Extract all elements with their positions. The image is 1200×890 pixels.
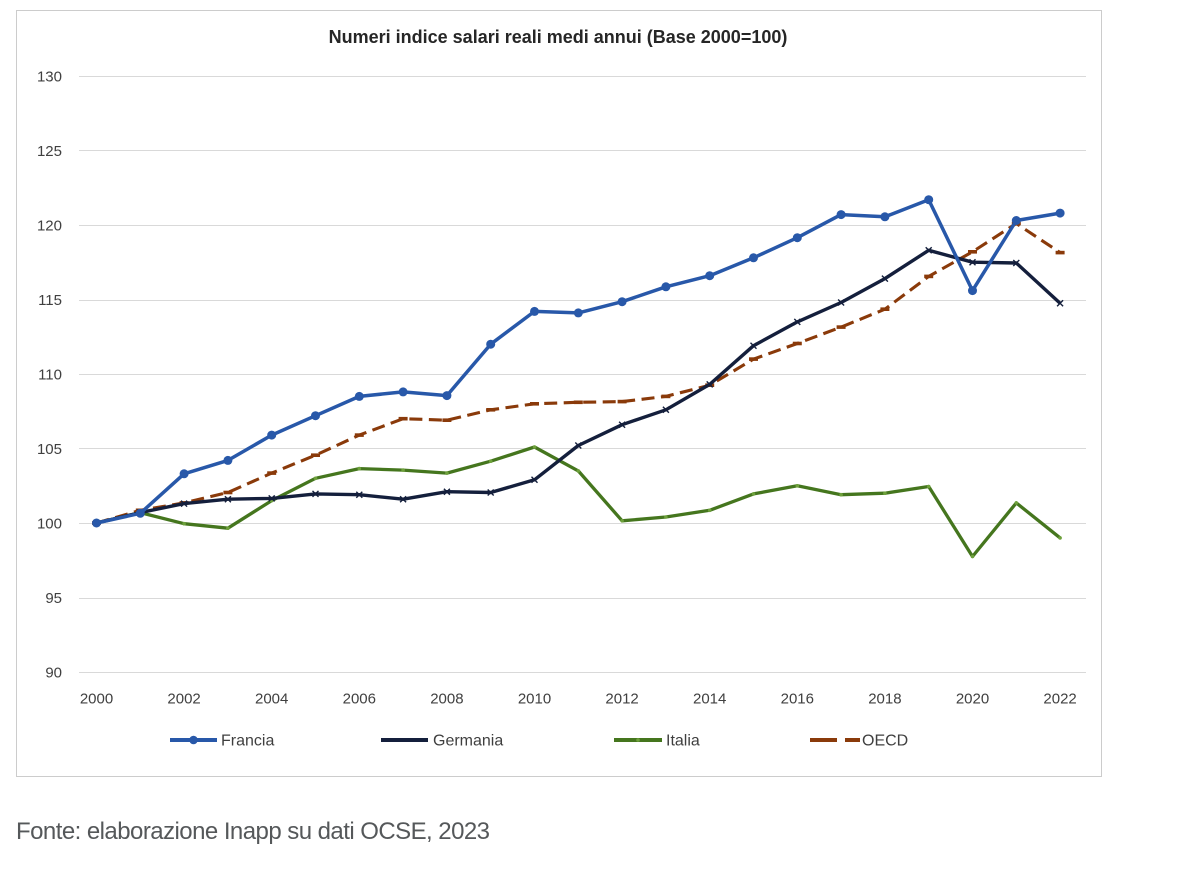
svg-text:2008: 2008 <box>430 691 463 708</box>
svg-text:Francia: Francia <box>221 733 274 750</box>
svg-text:Fonte: elaborazione Inapp su d: Fonte: elaborazione Inapp su dati OCSE, … <box>16 818 490 845</box>
svg-text:2020: 2020 <box>956 691 989 708</box>
svg-text:95: 95 <box>45 590 62 607</box>
svg-text:2000: 2000 <box>80 691 113 708</box>
svg-text:2012: 2012 <box>605 691 638 708</box>
svg-text:105: 105 <box>37 441 62 458</box>
svg-text:2006: 2006 <box>343 691 376 708</box>
svg-text:2018: 2018 <box>868 691 901 708</box>
svg-text:Numeri indice salari reali med: Numeri indice salari reali medi annui (B… <box>329 27 788 47</box>
svg-text:Germania: Germania <box>433 733 503 750</box>
svg-text:130: 130 <box>37 68 62 85</box>
svg-text:OECD: OECD <box>862 733 908 750</box>
svg-text:120: 120 <box>37 217 62 234</box>
svg-text:Italia: Italia <box>666 733 700 750</box>
svg-text:2004: 2004 <box>255 691 288 708</box>
svg-text:2002: 2002 <box>167 691 200 708</box>
svg-text:2016: 2016 <box>781 691 814 708</box>
svg-text:115: 115 <box>38 292 62 309</box>
svg-text:2010: 2010 <box>518 691 551 708</box>
svg-text:100: 100 <box>37 515 62 532</box>
svg-text:2014: 2014 <box>693 691 726 708</box>
svg-text:110: 110 <box>38 366 62 383</box>
svg-text:2022: 2022 <box>1043 691 1076 708</box>
svg-text:90: 90 <box>45 664 62 681</box>
svg-text:125: 125 <box>37 143 62 160</box>
